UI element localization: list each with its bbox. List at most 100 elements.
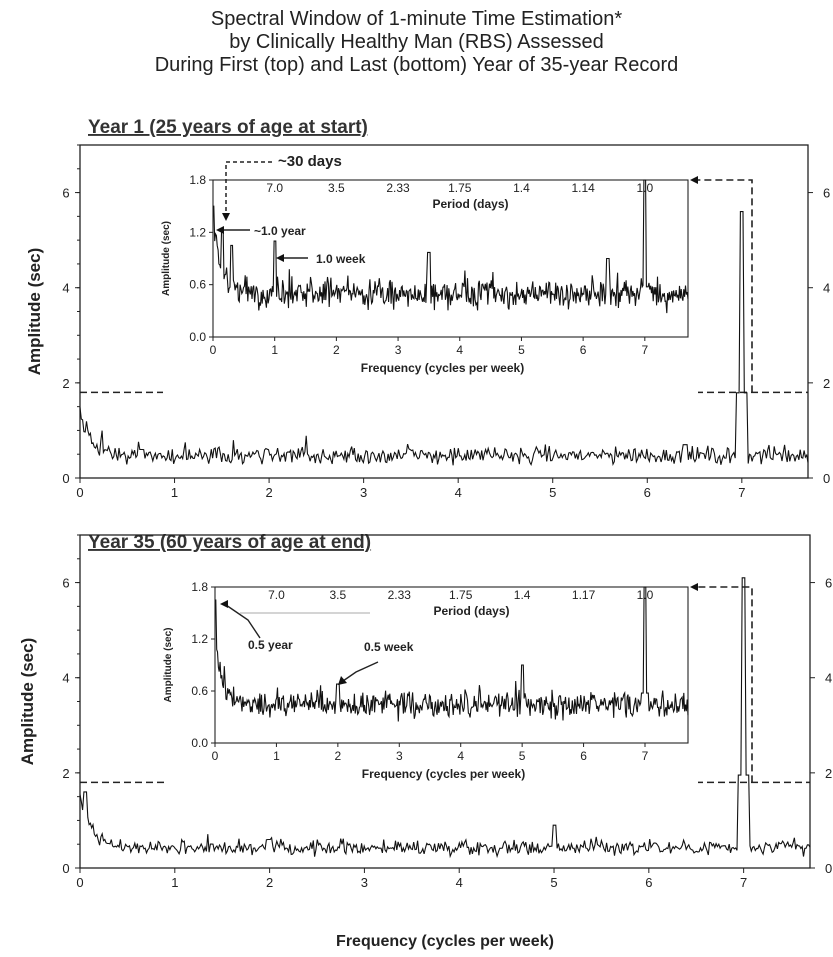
x-tick-label: 7 bbox=[740, 875, 747, 890]
inset-period-tick-label: 1.75 bbox=[448, 181, 472, 195]
y2-tick-label: 6 bbox=[823, 186, 830, 201]
inset-y-tick-label: 0.0 bbox=[189, 330, 206, 344]
panel-title: Year 1 (25 years of age at start) bbox=[88, 117, 368, 138]
x-tick-label: 7 bbox=[738, 485, 745, 500]
inset-chart: 0.0 0.6 1.2 1.8 0 1 2 3 4 5 6 7 7.0 3.5 2.33 1.75 1.4 1.1… bbox=[163, 557, 698, 808]
panel-1: Year 1 (25 years of age at start) 0 2 4 6 0 2 4… bbox=[25, 117, 830, 500]
connector-arrow bbox=[690, 583, 698, 591]
annotation-half-year-arrow bbox=[220, 600, 228, 608]
inset-period-tick-label: 1.75 bbox=[449, 588, 473, 602]
annotation-30-days-pointer bbox=[225, 161, 272, 213]
inset-x-tick-label: 5 bbox=[519, 749, 526, 763]
inset-x-tick-label: 6 bbox=[580, 343, 587, 357]
title-line-3: During First (top) and Last (bottom) Yea… bbox=[154, 54, 679, 76]
inset-y-tick-label: 0.6 bbox=[189, 278, 206, 292]
x-tick-label: 4 bbox=[455, 485, 462, 500]
x-axis-label: Frequency (cycles per week) bbox=[336, 933, 554, 950]
y2-tick-label: 4 bbox=[825, 671, 832, 686]
annotation-half-year-pointer bbox=[225, 604, 261, 639]
inset-y-tick-label: 1.2 bbox=[191, 632, 208, 646]
y-axis-label: Amplitude (sec) bbox=[18, 638, 37, 766]
inset-period-tick-label: 1.0 bbox=[637, 588, 654, 602]
series-line bbox=[79, 211, 809, 467]
inset-period-axis-label: Period (days) bbox=[433, 604, 509, 618]
inset-y-axis-label: Amplitude (sec) bbox=[161, 221, 172, 296]
inset-period-tick-label: 1.17 bbox=[572, 588, 596, 602]
annotation-half-week-pointer bbox=[342, 661, 379, 682]
inset-x-tick-label: 6 bbox=[580, 749, 587, 763]
y-axis-label: Amplitude (sec) bbox=[25, 248, 44, 376]
annotation-30-days: ~30 days bbox=[278, 153, 342, 170]
inset-x-tick-label: 1 bbox=[271, 343, 278, 357]
x-tick-label: 4 bbox=[456, 875, 463, 890]
x-tick-label: 6 bbox=[645, 875, 652, 890]
y-tick-label: 6 bbox=[62, 186, 69, 201]
inset-x-tick-label: 1 bbox=[273, 749, 280, 763]
y-tick-label: 4 bbox=[62, 671, 69, 686]
panel-title: Year 35 (60 years of age at end) bbox=[88, 532, 371, 553]
inset-series-line bbox=[215, 586, 689, 722]
annotation-year: ~1.0 year bbox=[254, 224, 306, 238]
inset-frame bbox=[214, 586, 689, 744]
inset-series-line bbox=[213, 179, 689, 314]
x-tick-label: 0 bbox=[76, 485, 83, 500]
inset-period-tick-label: 1.14 bbox=[571, 181, 595, 195]
inset-x-tick-label: 4 bbox=[456, 343, 463, 357]
annotation-half-year: 0.5 year bbox=[248, 638, 293, 652]
inset-chart: 0.0 0.6 1.2 1.8 0 1 2 3 4 5 6 7 7.0 3.5 2.33 1.75 1.4 1.1… bbox=[161, 150, 698, 402]
inset-x-axis-label: Frequency (cycles per week) bbox=[361, 361, 524, 375]
y-tick-label: 4 bbox=[62, 281, 69, 296]
y-tick-label: 0 bbox=[62, 861, 69, 876]
inset-x-tick-label: 7 bbox=[642, 749, 649, 763]
inset-y-tick-label: 0.0 bbox=[191, 736, 208, 750]
x-tick-label: 0 bbox=[76, 875, 83, 890]
y2-tick-label: 0 bbox=[825, 861, 832, 876]
inset-y-tick-label: 1.8 bbox=[191, 580, 208, 594]
y-tick-label: 2 bbox=[62, 376, 69, 391]
y2-tick-label: 4 bbox=[823, 281, 830, 296]
figure-title: Spectral Window of 1-minute Time Estimat… bbox=[0, 8, 833, 77]
series-line bbox=[79, 577, 811, 859]
inset-x-tick-label: 3 bbox=[395, 343, 402, 357]
annotation-week-arrow bbox=[276, 254, 284, 262]
inset-frame bbox=[212, 179, 689, 338]
connector-arrow bbox=[690, 176, 698, 184]
x-tick-label: 2 bbox=[266, 875, 273, 890]
inset-x-tick-label: 4 bbox=[457, 749, 464, 763]
x-tick-label: 1 bbox=[171, 875, 178, 890]
x-tick-label: 2 bbox=[265, 485, 272, 500]
inset-period-tick-label: 7.0 bbox=[266, 181, 283, 195]
x-tick-label: 5 bbox=[549, 485, 556, 500]
annotation-half-week-arrow bbox=[338, 676, 347, 685]
annotation-week: 1.0 week bbox=[316, 252, 366, 266]
inset-x-tick-label: 0 bbox=[210, 343, 217, 357]
inset-x-axis-label: Frequency (cycles per week) bbox=[362, 767, 525, 781]
x-tick-label: 3 bbox=[361, 875, 368, 890]
y-tick-label: 2 bbox=[62, 766, 69, 781]
inset-x-tick-label: 3 bbox=[396, 749, 403, 763]
annotation-half-week: 0.5 week bbox=[364, 640, 414, 654]
inset-y-tick-label: 1.8 bbox=[189, 173, 206, 187]
y2-tick-label: 2 bbox=[823, 376, 830, 391]
inset-y-axis-label: Amplitude (sec) bbox=[163, 627, 174, 702]
inset-period-tick-label: 1.0 bbox=[636, 181, 653, 195]
inset-x-tick-label: 7 bbox=[641, 343, 648, 357]
connector-line bbox=[694, 586, 753, 783]
title-line-2: by Clinically Healthy Man (RBS) Assessed bbox=[229, 31, 604, 53]
x-tick-label: 6 bbox=[644, 485, 651, 500]
inset-period-tick-label: 1.4 bbox=[514, 588, 531, 602]
connector-line bbox=[694, 179, 753, 393]
panel-2: Year 35 (60 years of age at end) 0 2 4 6 0 2 4 6… bbox=[18, 532, 832, 950]
inset-x-tick-label: 2 bbox=[335, 749, 342, 763]
inset-period-tick-label: 2.33 bbox=[386, 181, 410, 195]
y2-tick-label: 2 bbox=[825, 766, 832, 781]
y2-tick-label: 0 bbox=[823, 471, 830, 486]
inset-period-tick-label: 3.5 bbox=[330, 588, 347, 602]
y-tick-label: 0 bbox=[62, 471, 69, 486]
inset-period-tick-label: 1.4 bbox=[513, 181, 530, 195]
inset-x-tick-label: 5 bbox=[518, 343, 525, 357]
inset-background bbox=[165, 557, 698, 808]
inset-y-tick-label: 0.6 bbox=[191, 684, 208, 698]
inset-x-tick-label: 2 bbox=[333, 343, 340, 357]
